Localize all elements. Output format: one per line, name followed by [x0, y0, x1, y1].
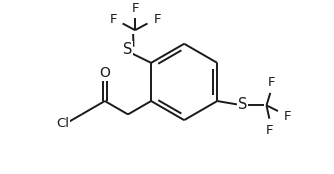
Text: F: F — [266, 124, 273, 137]
Text: Cl: Cl — [57, 117, 70, 130]
Text: O: O — [100, 66, 110, 80]
Text: F: F — [131, 2, 139, 15]
Text: F: F — [268, 76, 275, 89]
Text: F: F — [109, 13, 117, 26]
Text: F: F — [284, 110, 291, 123]
Text: S: S — [123, 42, 132, 57]
Text: F: F — [153, 13, 161, 26]
Text: S: S — [238, 97, 247, 112]
